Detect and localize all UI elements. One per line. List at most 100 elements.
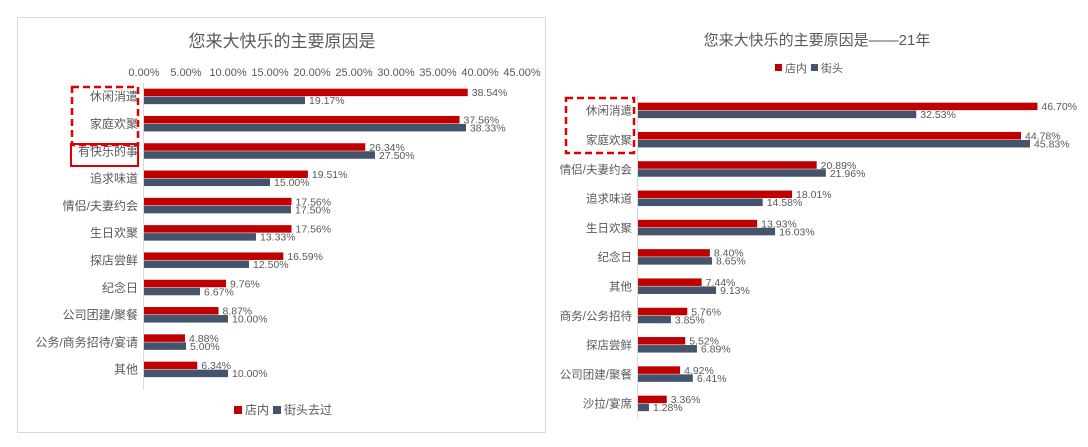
data-label: 10.00%: [232, 314, 268, 326]
category-label: 追求味道: [586, 192, 632, 206]
data-label: 17.56%: [296, 224, 332, 236]
category-label: 探店尝鲜: [90, 252, 138, 267]
data-label: 17.50%: [295, 204, 331, 216]
bar-store: [144, 197, 292, 206]
left-x-tick-labels: 0.00% 5.00% 10.00% 15.00% 20.00% 25.00% 30.00%…: [128, 67, 540, 79]
legend-label-store-21: 店内: [785, 61, 807, 75]
legend-swatch-store: [234, 406, 242, 414]
bar-street: [638, 198, 763, 207]
data-label: 17.56%: [296, 196, 332, 208]
bar-store: [638, 161, 817, 169]
data-label: 6.67%: [204, 286, 234, 298]
data-label: 44.78%: [1025, 130, 1061, 142]
legend-swatch-street-21: [811, 64, 818, 71]
bar-store: [144, 143, 366, 151]
category-label: 情侣/夫妻约会: [63, 198, 138, 213]
bar-street: [638, 110, 917, 119]
bar-street: [144, 315, 228, 323]
bar-store: [638, 190, 793, 199]
data-label: 21.96%: [830, 168, 866, 180]
bar-street: [144, 260, 249, 268]
highlight-box-top-reasons-21: [564, 96, 636, 155]
data-label: 16.03%: [779, 226, 815, 238]
bar-store: [144, 115, 460, 124]
data-label: 19.51%: [312, 169, 348, 181]
right-bars: [638, 102, 1038, 412]
data-label: 13.33%: [260, 232, 296, 244]
data-label: 3.85%: [675, 314, 705, 326]
left-chart: 您来大快乐的主要原因是 0.00% 5.00% 10.00% 15.00% 20.00%…: [35, 32, 541, 417]
bar-street: [638, 286, 717, 294]
bar-street: [638, 315, 671, 324]
bar-street: [144, 151, 375, 159]
data-label: 16.59%: [287, 251, 323, 263]
left-legend: 店内 街头去过: [234, 403, 332, 417]
bar-store: [144, 170, 308, 179]
category-label: 纪念日: [598, 250, 633, 264]
x-tick-label: 30.00%: [377, 67, 415, 79]
category-label: 休闲消遣: [586, 104, 632, 118]
data-label: 18.01%: [796, 189, 832, 201]
bar-street: [144, 233, 256, 241]
x-tick-label: 0.00%: [128, 67, 159, 79]
bar-street: [638, 139, 1030, 148]
x-tick-label: 5.00%: [170, 67, 201, 79]
x-tick-label: 35.00%: [419, 67, 457, 79]
bar-street: [638, 257, 712, 265]
right-chart-title: 您来大快乐的主要原因是——21年: [704, 32, 931, 49]
bar-store: [144, 307, 219, 315]
bar-store: [638, 131, 1022, 140]
category-label: 家庭欢聚: [90, 116, 138, 131]
x-tick-label: 10.00%: [209, 67, 247, 79]
legend-label-street: 街头去过: [284, 403, 332, 417]
data-label: 5.00%: [190, 341, 220, 353]
data-label: 5.76%: [691, 306, 721, 318]
category-label: 生日欢聚: [90, 225, 138, 240]
left-chart-frame: [17, 17, 546, 433]
category-label: 沙拉/宴席: [583, 397, 632, 411]
data-label: 1.28%: [653, 402, 683, 414]
right-category-labels: 休闲消遣家庭欢聚情侣/夫妻约会追求味道生日欢聚纪念日其他商务/公务招待探店尝鲜公…: [560, 104, 633, 411]
data-label: 4.92%: [684, 365, 714, 377]
data-label: 8.87%: [223, 306, 253, 318]
x-tick-label: 40.00%: [461, 67, 499, 79]
category-label: 公司团建/聚餐: [63, 307, 138, 322]
data-label: 45.83%: [1034, 138, 1070, 150]
bar-street: [144, 96, 306, 105]
data-label: 3.36%: [671, 394, 701, 406]
category-label: 家庭欢聚: [586, 133, 632, 147]
data-label: 38.33%: [470, 122, 506, 134]
bar-store: [144, 361, 198, 370]
bar-store: [638, 307, 688, 316]
category-label: 休闲消遣: [90, 89, 138, 104]
left-data-labels: 38.54% 19.17% 37.56%38.33% 26.34%27.50% 19.5…: [189, 87, 507, 380]
bar-store: [638, 102, 1038, 111]
legend-label-store: 店内: [245, 403, 269, 417]
category-label: 探店尝鲜: [586, 338, 632, 352]
data-label: 6.34%: [201, 360, 231, 372]
left-bars: [144, 88, 468, 378]
data-label: 10.00%: [232, 368, 268, 380]
right-legend: 店内 街头: [775, 61, 843, 75]
legend-swatch-street: [273, 406, 281, 414]
bar-store: [144, 279, 226, 288]
bar-store: [638, 249, 710, 257]
data-label: 13.93%: [761, 218, 797, 230]
bar-store: [144, 334, 185, 342]
data-label: 27.50%: [379, 150, 415, 162]
legend-swatch-store-21: [775, 64, 782, 71]
bar-store: [638, 395, 667, 404]
data-label: 32.53%: [920, 109, 956, 121]
x-tick-label: 20.00%: [293, 67, 331, 79]
bar-street: [638, 169, 826, 177]
bar-store: [638, 337, 686, 345]
bar-street: [144, 287, 201, 296]
data-label: 14.58%: [767, 197, 803, 209]
bar-store: [638, 278, 702, 286]
data-label: 7.44%: [706, 277, 736, 289]
bar-store: [144, 88, 468, 97]
data-label: 8.65%: [716, 256, 746, 268]
x-tick-label: 45.00%: [503, 67, 541, 79]
bar-street: [144, 369, 228, 378]
data-label: 8.40%: [714, 248, 744, 260]
